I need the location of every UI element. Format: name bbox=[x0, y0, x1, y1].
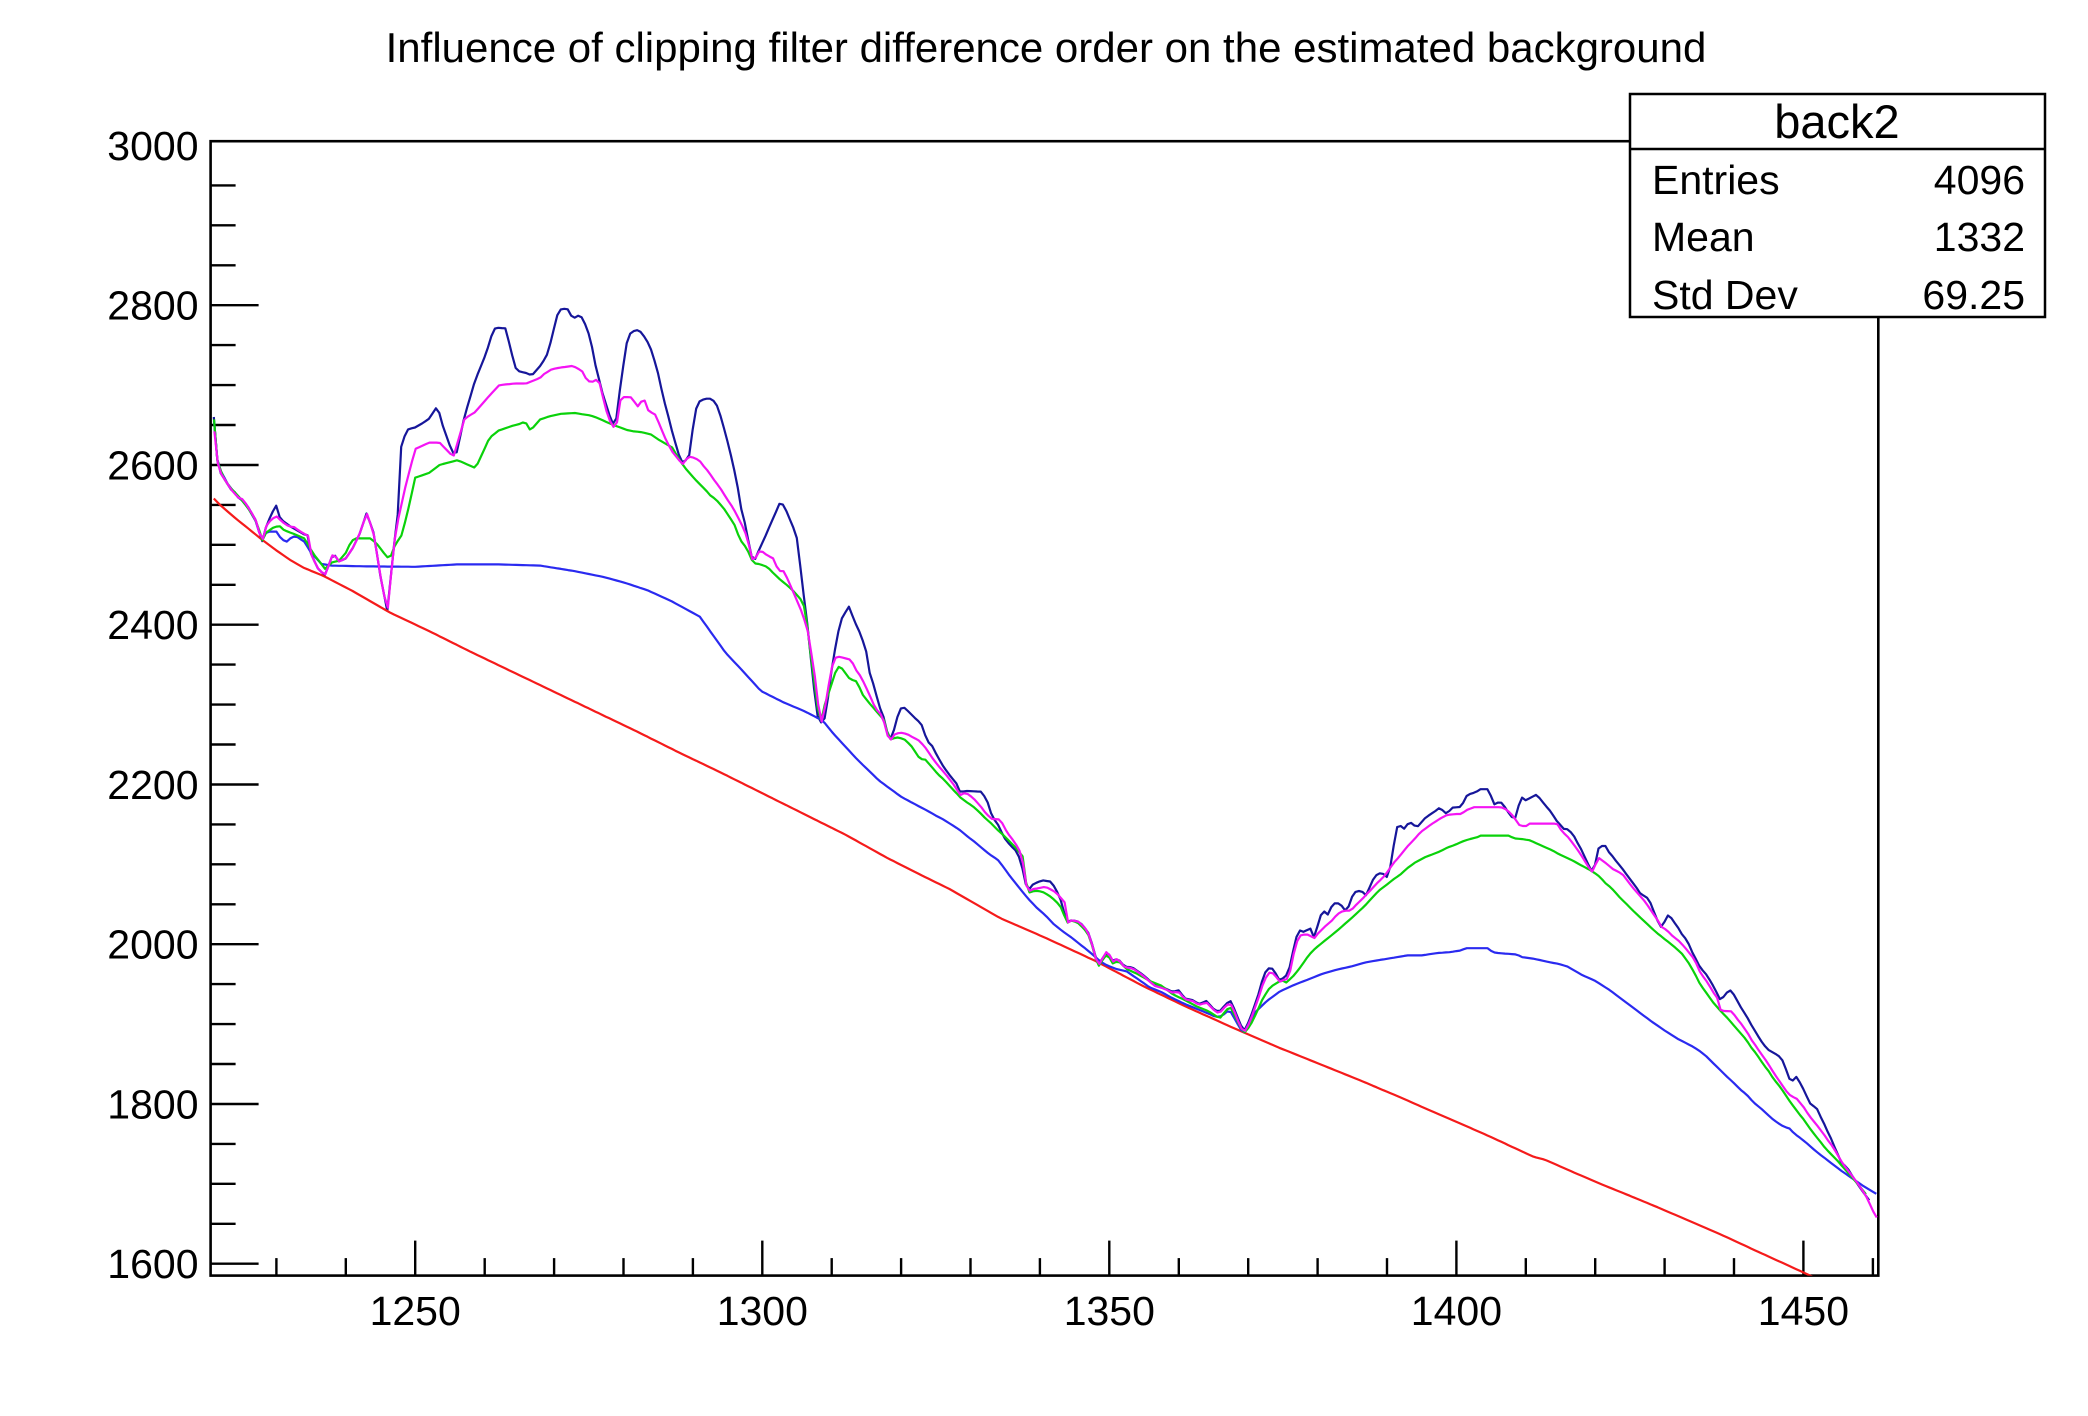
svg-text:Std Dev: Std Dev bbox=[1652, 272, 1801, 318]
svg-text:2600: 2600 bbox=[107, 443, 198, 489]
svg-text:2200: 2200 bbox=[107, 762, 198, 808]
svg-text:2800: 2800 bbox=[107, 283, 198, 329]
svg-text:69.25: 69.25 bbox=[1919, 272, 2025, 318]
svg-text:1332: 1332 bbox=[1930, 214, 2025, 260]
svg-text:1400: 1400 bbox=[1411, 1288, 1502, 1334]
svg-text:Mean: Mean bbox=[1652, 214, 1758, 260]
svg-text:2000: 2000 bbox=[107, 922, 198, 968]
svg-text:Influence of clipping filter d: Influence of clipping filter difference … bbox=[386, 24, 1707, 71]
svg-text:1600: 1600 bbox=[107, 1241, 198, 1287]
svg-text:Entries: Entries bbox=[1652, 157, 1783, 203]
svg-text:1350: 1350 bbox=[1064, 1288, 1155, 1334]
svg-text:1250: 1250 bbox=[370, 1288, 461, 1334]
svg-text:1450: 1450 bbox=[1758, 1288, 1849, 1334]
svg-text:4096: 4096 bbox=[1930, 157, 2025, 203]
svg-text:back2: back2 bbox=[1774, 95, 1899, 148]
svg-text:2400: 2400 bbox=[107, 602, 198, 648]
svg-text:1800: 1800 bbox=[107, 1082, 198, 1128]
svg-text:3000: 3000 bbox=[107, 123, 198, 169]
svg-text:1300: 1300 bbox=[717, 1288, 808, 1334]
